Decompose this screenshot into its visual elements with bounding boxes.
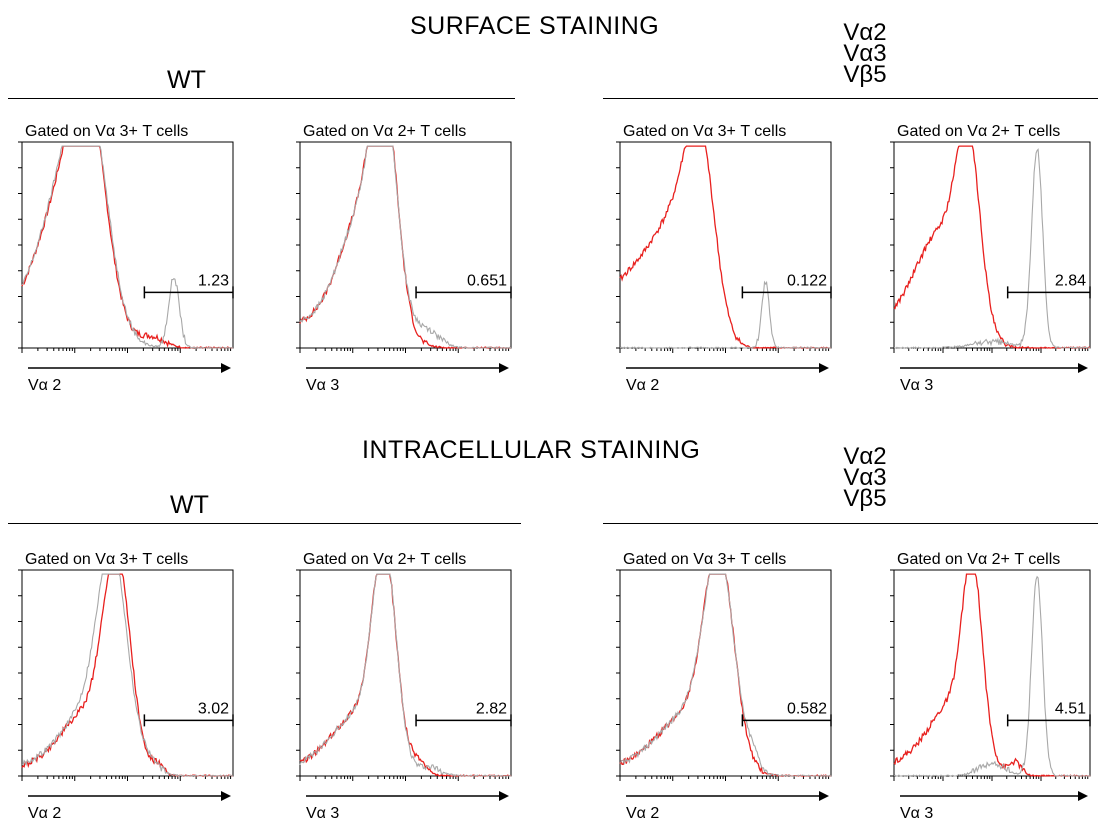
x-axis-label: Vα 2 [626, 805, 659, 822]
genotype-line: Vα3 [843, 40, 887, 67]
surface-wt-label: WT [167, 66, 206, 94]
sample-histogram-line [619, 145, 831, 349]
histogram-panel: Gated on Vα 3+ T cells 0.582 Vα 2 [598, 546, 848, 830]
plot-frame [299, 141, 512, 349]
panel-title: Gated on Vα 3+ T cells [623, 551, 786, 568]
gate-percentage: 0.582 [787, 700, 827, 717]
histogram-panel: Gated on Vα 2+ T cells 2.82 Vα 3 [278, 546, 528, 830]
x-axis-label: Vα 2 [626, 377, 659, 394]
intracellular-staining-title: INTRACELLULAR STAINING [362, 436, 701, 464]
arrow-head-icon [1078, 791, 1088, 801]
arrow-head-icon [1078, 363, 1088, 373]
x-axis-label: Vα 2 [28, 377, 61, 394]
sample-histogram-line [21, 145, 233, 349]
plot-frame [619, 569, 832, 777]
intracellular-wt-divider [8, 523, 521, 524]
panel-title: Gated on Vα 3+ T cells [25, 551, 188, 568]
control-histogram-line [299, 573, 512, 777]
x-axis-label: Vα 2 [28, 805, 61, 822]
histogram-chart: Gated on Vα 3+ T cells 0.582 Vα 2 [616, 551, 832, 822]
gate-percentage: 1.23 [198, 272, 229, 289]
control-histogram-line [619, 280, 831, 349]
control-histogram-line [893, 575, 1091, 777]
gate-percentage: 2.82 [476, 700, 507, 717]
genotype-line: Vα3 [843, 464, 887, 491]
intracellular-transgenic-label: Vα2 Vα3 Vβ5 [820, 443, 910, 512]
sample-histogram-line [299, 573, 512, 777]
genotype-line: Vβ5 [843, 485, 887, 512]
panel-title: Gated on Vα 2+ T cells [303, 123, 466, 140]
plot-frame [619, 141, 832, 349]
histogram-panel: Gated on Vα 2+ T cells 0.651 Vα 3 [278, 118, 528, 408]
gate-percentage: 4.51 [1055, 700, 1086, 717]
genotype-line: Vα2 [843, 19, 887, 46]
sample-histogram-line [893, 573, 1091, 777]
control-histogram-line [893, 148, 1091, 349]
gate-percentage: 2.84 [1055, 272, 1086, 289]
panel-title: Gated on Vα 2+ T cells [897, 551, 1060, 568]
control-histogram-line [619, 573, 832, 777]
arrow-head-icon [819, 791, 829, 801]
histogram-panel: Gated on Vα 2+ T cells 2.84 Vα 3 [872, 118, 1098, 408]
histogram-chart: Gated on Vα 2+ T cells 2.82 Vα 3 [296, 551, 512, 822]
plot-frame [299, 569, 512, 777]
sample-histogram-line [619, 573, 832, 777]
x-axis-label: Vα 3 [900, 377, 933, 394]
histogram-chart: Gated on Vα 2+ T cells 0.651 Vα 3 [296, 123, 512, 394]
control-histogram-line [299, 145, 512, 349]
histogram-chart: Gated on Vα 2+ T cells 4.51 Vα 3 [890, 551, 1091, 822]
intracellular-transgenic-divider [603, 523, 1098, 524]
histogram-panel: Gated on Vα 3+ T cells 3.02 Vα 2 [0, 546, 250, 830]
intracellular-wt-label: WT [170, 491, 209, 519]
sample-histogram-line [21, 573, 234, 777]
gate-percentage: 0.651 [467, 272, 507, 289]
histogram-panel: Gated on Vα 2+ T cells 4.51 Vα 3 [872, 546, 1098, 830]
arrow-head-icon [221, 791, 231, 801]
panel-title: Gated on Vα 2+ T cells [897, 123, 1060, 140]
histogram-chart: Gated on Vα 3+ T cells 1.23 Vα 2 [18, 123, 234, 394]
histogram-chart: Gated on Vα 3+ T cells 0.122 Vα 2 [616, 123, 832, 394]
arrow-head-icon [221, 363, 231, 373]
arrow-head-icon [499, 791, 509, 801]
surface-transgenic-label: Vα2 Vα3 Vβ5 [820, 19, 910, 88]
control-histogram-line [21, 145, 233, 349]
control-histogram-line [21, 573, 234, 777]
plot-frame [21, 569, 234, 777]
surface-wt-divider [8, 98, 515, 99]
arrow-head-icon [819, 363, 829, 373]
panel-title: Gated on Vα 3+ T cells [623, 123, 786, 140]
histogram-panel: Gated on Vα 3+ T cells 1.23 Vα 2 [0, 118, 250, 408]
surface-transgenic-divider [603, 98, 1098, 99]
histogram-panel: Gated on Vα 3+ T cells 0.122 Vα 2 [598, 118, 848, 408]
sample-histogram-line [893, 145, 1091, 349]
panel-title: Gated on Vα 2+ T cells [303, 551, 466, 568]
histogram-chart: Gated on Vα 3+ T cells 3.02 Vα 2 [18, 551, 234, 822]
panel-title: Gated on Vα 3+ T cells [25, 123, 188, 140]
sample-histogram-line [299, 145, 512, 349]
histogram-chart: Gated on Vα 2+ T cells 2.84 Vα 3 [890, 123, 1091, 394]
x-axis-label: Vα 3 [306, 805, 339, 822]
genotype-line: Vα2 [843, 443, 887, 470]
x-axis-label: Vα 3 [306, 377, 339, 394]
gate-percentage: 0.122 [787, 272, 827, 289]
genotype-line: Vβ5 [843, 61, 887, 88]
x-axis-label: Vα 3 [900, 805, 933, 822]
plot-frame [893, 569, 1091, 777]
gate-percentage: 3.02 [198, 700, 229, 717]
surface-staining-title: SURFACE STAINING [410, 12, 660, 40]
plot-frame [893, 141, 1091, 349]
arrow-head-icon [499, 363, 509, 373]
